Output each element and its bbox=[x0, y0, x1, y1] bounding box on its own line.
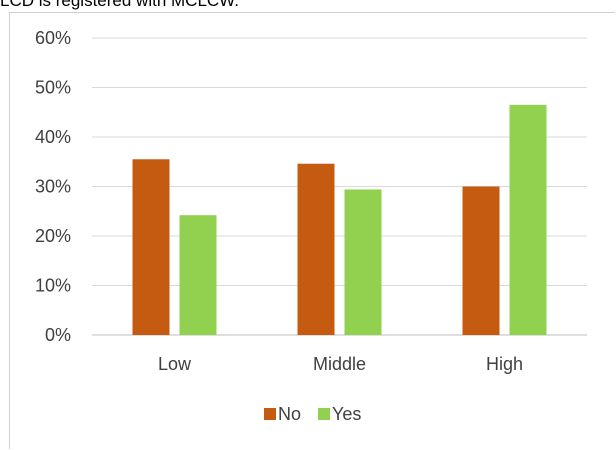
bar-no-low bbox=[132, 159, 170, 335]
y-tick-label: 0% bbox=[45, 325, 71, 345]
legend-label-no: No bbox=[278, 404, 301, 424]
chart-caption: LCD is registered with MCLCW. bbox=[0, 0, 240, 10]
bar-no-high bbox=[462, 186, 500, 335]
y-tick-label: 60% bbox=[35, 28, 71, 48]
y-tick-label: 40% bbox=[35, 127, 71, 147]
bar-yes-middle bbox=[344, 189, 382, 335]
x-category-label: Low bbox=[158, 354, 192, 374]
bar-yes-low bbox=[179, 215, 217, 335]
y-tick-label: 10% bbox=[35, 276, 71, 296]
chart-frame bbox=[9, 12, 615, 449]
legend-label-yes: Yes bbox=[332, 404, 361, 424]
x-category-label: High bbox=[486, 354, 523, 374]
bar-no-middle bbox=[297, 163, 335, 335]
y-tick-label: 50% bbox=[35, 78, 71, 98]
legend-swatch-no bbox=[264, 408, 276, 420]
bar-yes-high bbox=[509, 104, 547, 335]
legend-swatch-yes bbox=[318, 408, 330, 420]
y-tick-label: 20% bbox=[35, 226, 71, 246]
x-category-label: Middle bbox=[313, 354, 366, 374]
y-tick-label: 30% bbox=[35, 177, 71, 197]
